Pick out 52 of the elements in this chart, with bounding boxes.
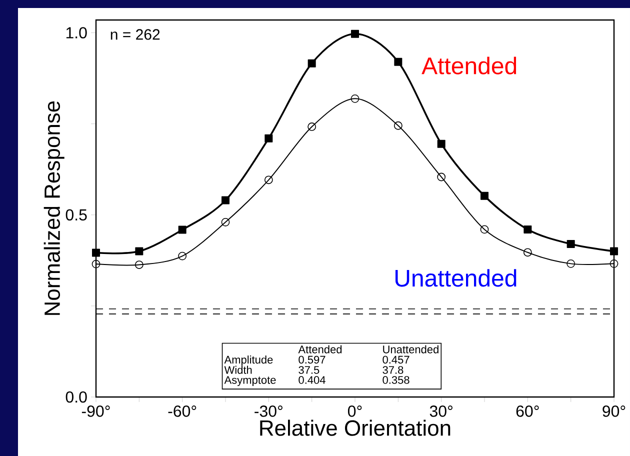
series-label: Unattended: [396, 269, 516, 287]
point: [566, 240, 575, 248]
point: [394, 58, 402, 66]
x-tick-label: 0°: [348, 406, 362, 417]
annotation: Amplitude: [224, 356, 273, 366]
point: [437, 172, 446, 182]
point: [394, 121, 402, 130]
point: [480, 225, 489, 234]
x-tick-label: -60°: [168, 406, 196, 417]
annotation: Width: [224, 366, 252, 374]
x-tick-label: 60°: [516, 406, 539, 417]
point: [264, 176, 273, 184]
annotation: 37.8: [382, 366, 404, 374]
point: [480, 192, 489, 200]
x-axis-title: Relative Orientation: [260, 420, 450, 436]
point: [178, 226, 186, 234]
annotation: 0.404: [298, 376, 326, 384]
y-axis-title: Normalized Response: [44, 101, 64, 315]
point: [350, 94, 360, 103]
point: [437, 140, 446, 148]
point: [178, 252, 187, 260]
point: [524, 225, 532, 234]
point: [566, 259, 576, 268]
x-tick-label: -30°: [254, 406, 282, 417]
point: [610, 259, 618, 268]
point: [308, 59, 316, 68]
point: [222, 196, 230, 204]
point: [135, 247, 144, 256]
y-tick-label: 0.5: [66, 209, 87, 221]
point: [134, 260, 144, 269]
point: [92, 260, 100, 268]
annotation: Unattended: [383, 345, 438, 354]
annotation: Asymptote: [224, 376, 276, 386]
y-tick-label: 0.0: [66, 391, 87, 403]
annotation: 37.5: [298, 366, 320, 374]
x-tick-label: 90°: [602, 406, 626, 417]
point: [523, 248, 532, 257]
annotation: 0.597: [298, 356, 326, 364]
point: [221, 218, 230, 226]
point: [308, 122, 316, 131]
point: [92, 248, 100, 257]
x-tick-label: 30°: [430, 406, 452, 417]
point: [610, 247, 618, 256]
annotation: 0.358: [382, 376, 410, 384]
y-tick-label: 1.0: [66, 27, 87, 38]
annotation: Attended: [298, 345, 342, 354]
point: [264, 134, 273, 142]
x-tick-label: -90°: [82, 406, 110, 417]
point: [351, 30, 360, 38]
annotation: n = 262: [110, 29, 160, 40]
series-label: Attended: [422, 56, 516, 74]
annotation: 0.457: [382, 356, 410, 364]
